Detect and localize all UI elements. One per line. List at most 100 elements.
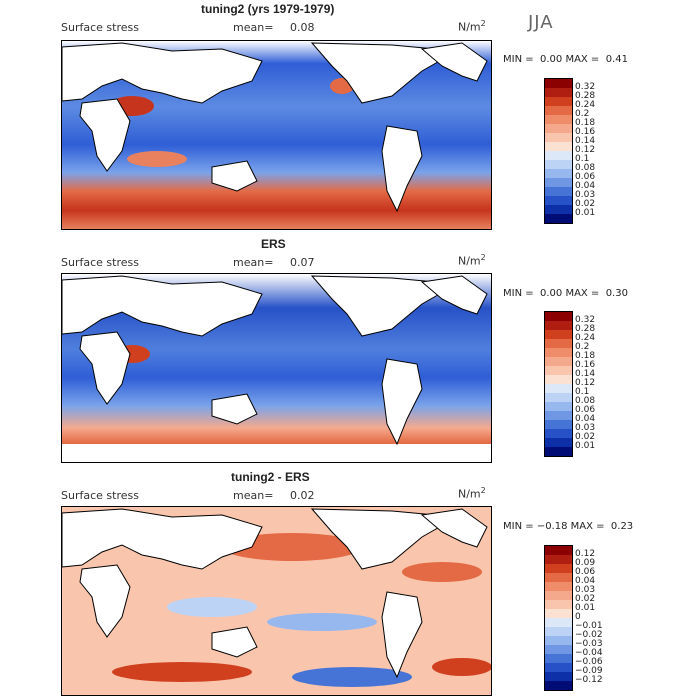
colorbar-tick: 0.32 (575, 315, 596, 325)
colorbar-tick: 0.18 (575, 118, 596, 128)
colorbar-swatch (545, 366, 572, 375)
colorbar-tick: 0.02 (575, 594, 596, 604)
stress-hotspot (127, 151, 187, 167)
colorbar-swatch (545, 582, 572, 591)
unit-label: N/m2 (458, 19, 486, 34)
stress-anomaly (267, 613, 377, 631)
stress-anomaly (292, 667, 412, 687)
colorbar-swatch (545, 591, 572, 600)
colorbar-swatches (544, 311, 573, 457)
colorbar-swatch (545, 79, 572, 88)
colorbar-tick: 0.14 (575, 136, 596, 146)
colorbar-swatch (545, 178, 572, 187)
map-svg (62, 507, 491, 695)
colorbar-tick: 0.24 (575, 100, 596, 110)
colorbar-tick: 0.2 (575, 342, 590, 352)
unit-label: N/m2 (458, 253, 486, 268)
colorbar-tick: 0.16 (575, 360, 596, 370)
colorbar: 0.32 0.28 0.24 0.2 0.18 0.16 0.14 0.12 0… (544, 78, 595, 224)
colorbar-tick: 0.08 (575, 163, 596, 173)
colorbar-tick: 0.03 (575, 423, 596, 433)
stress-anomaly (167, 597, 257, 617)
mean-value: 0.02 (290, 489, 315, 502)
colorbar-swatch (545, 645, 572, 654)
stress-anomaly (222, 533, 362, 561)
colorbar-swatch (545, 654, 572, 663)
colorbar-swatch (545, 573, 572, 582)
colorbar-swatch (545, 124, 572, 133)
colorbar-swatch (545, 339, 572, 348)
colorbar-tick: 0.03 (575, 190, 596, 200)
variable-label: Surface stress (61, 21, 139, 34)
colorbar-tick: 0.14 (575, 369, 596, 379)
colorbar-tick: −0.03 (575, 639, 603, 649)
variable-label: Surface stress (61, 256, 139, 269)
mean-value: 0.08 (290, 21, 315, 34)
colorbar: 0.12 0.09 0.06 0.04 0.03 0.02 0.01 0 −0.… (544, 545, 603, 691)
colorbar-tick: 0.28 (575, 324, 596, 334)
colorbar-swatch (545, 555, 572, 564)
colorbar-swatch (545, 420, 572, 429)
colorbar: 0.32 0.28 0.24 0.2 0.18 0.16 0.14 0.12 0… (544, 311, 595, 457)
colorbar-swatch (545, 429, 572, 438)
colorbar-swatch (545, 384, 572, 393)
stress-map (61, 273, 492, 463)
colorbar-swatch (545, 321, 572, 330)
colorbar-swatch (545, 97, 572, 106)
variable-label: Surface stress (61, 489, 139, 502)
colorbar-tick: −0.04 (575, 648, 603, 658)
map-svg (62, 41, 491, 229)
colorbar-tick: 0.08 (575, 396, 596, 406)
colorbar-swatch (545, 663, 572, 672)
colorbar-tick: 0.24 (575, 333, 596, 343)
colorbar-tick: −0.01 (575, 621, 603, 631)
map-svg (62, 274, 491, 462)
colorbar-swatch (545, 375, 572, 384)
stress-anomaly (432, 658, 491, 676)
colorbar-swatch (545, 142, 572, 151)
panel-title: tuning2 - ERS (231, 470, 310, 484)
colorbar-tick: 0.02 (575, 432, 596, 442)
colorbar-swatch (545, 160, 572, 169)
colorbar-swatch (545, 393, 572, 402)
unit-label: N/m2 (458, 486, 486, 501)
colorbar-tick: 0.12 (575, 145, 596, 155)
colorbar-tick: 0.16 (575, 127, 596, 137)
colorbar-swatch (545, 672, 572, 681)
mean-label: mean= (233, 489, 274, 502)
min-max-readout: MIN = 0.00 MAX = 0.41 (503, 54, 628, 65)
colorbar-tick: 0.06 (575, 567, 596, 577)
colorbar-tick: 0.03 (575, 585, 596, 595)
colorbar-tick: 0.06 (575, 172, 596, 182)
min-max-readout: MIN = 0.00 MAX = 0.30 (503, 288, 628, 299)
colorbar-swatch (545, 196, 572, 205)
colorbar-tick: 0.04 (575, 576, 596, 586)
colorbar-tick: 0.04 (575, 181, 596, 191)
colorbar-swatch (545, 348, 572, 357)
continents (62, 508, 488, 679)
colorbar-swatch (545, 636, 572, 645)
colorbar-tick: 0.01 (575, 208, 596, 218)
colorbar-swatch (545, 88, 572, 97)
colorbar-tick: 0.06 (575, 405, 596, 415)
colorbar-tick: 0.01 (575, 441, 596, 451)
stress-map (61, 40, 492, 230)
colorbar-swatch (545, 627, 572, 636)
colorbar-swatch (545, 214, 572, 223)
colorbar-swatch (545, 564, 572, 573)
colorbar-swatches (544, 545, 573, 691)
colorbar-swatch (545, 151, 572, 160)
panel-title: tuning2 (yrs 1979-1979) (201, 2, 335, 16)
panel-title: ERS (261, 237, 286, 251)
colorbar-swatch (545, 133, 572, 142)
colorbar-swatch (545, 330, 572, 339)
mean-label: mean= (233, 256, 274, 269)
colorbar-swatch (545, 357, 572, 366)
colorbar-swatch (545, 609, 572, 618)
colorbar-tick: −0.02 (575, 630, 603, 640)
colorbar-tick: 0.01 (575, 603, 596, 613)
colorbar-swatches (544, 78, 573, 224)
colorbar-tick: 0.28 (575, 91, 596, 101)
colorbar-tick: −0.09 (575, 666, 603, 676)
colorbar-tick: 0.02 (575, 199, 596, 209)
